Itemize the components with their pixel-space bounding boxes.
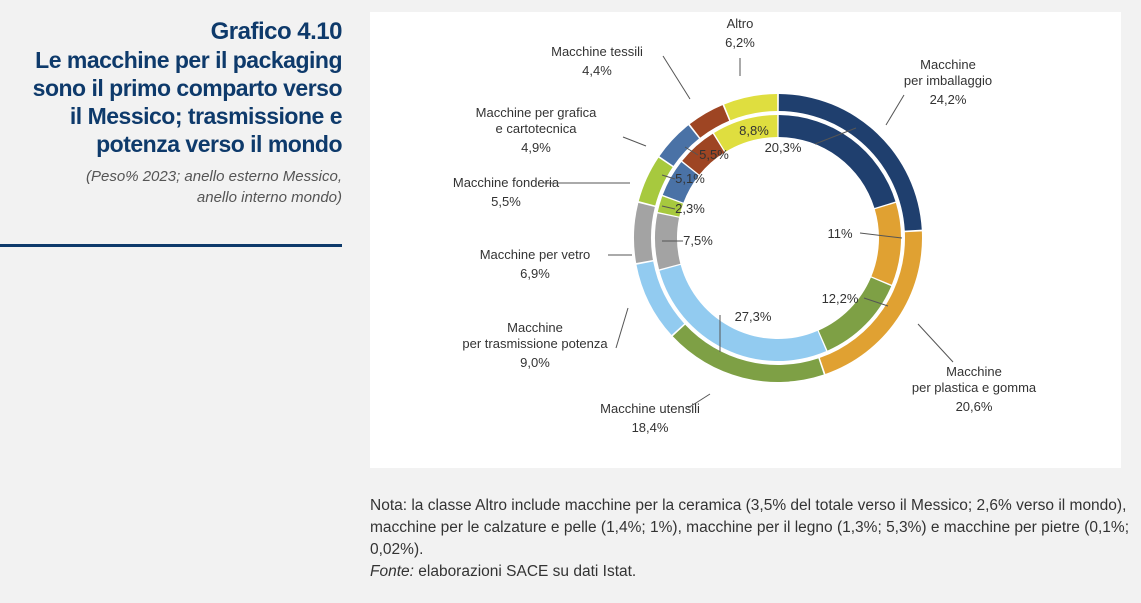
outer-value-macchine-fonderia: 5,5% [491,194,521,209]
inner-ring-slice-macchine-per-imballaggio [778,115,896,209]
outer-ring-slice-macchine-tessili [689,105,730,138]
chart-subtitle: (Peso% 2023; anello esterno Messico, ane… [0,166,342,208]
outer-value-altro: 6,2% [725,35,755,50]
inner-leader-macchine-per-grafica-e-cartotecnica [661,174,676,180]
inner-value-macchine-per-vetro: 7,5% [683,233,713,248]
chart-title-line: Le macchine per il packaging [35,47,342,73]
inner-value-macchine-per-plastica-e-gomma: 11% [827,226,852,241]
outer-value-macchine-per-plastica-e-gomma: 20,6% [956,399,993,414]
outer-ring-slice-macchine-per-vetro [634,202,655,263]
outer-value-macchine-per-vetro: 6,9% [520,266,550,281]
inner-value-macchine-per-grafica-e-cartotecnica: 5,1% [675,171,705,186]
inner-ring-slice-macchine-per-grafica-e-cartotecnica [662,161,699,203]
inner-ring-slice-macchine-per-trasmissione-potenza [659,264,827,361]
outer-label-macchine-per-imballaggio: per imballaggio [904,73,992,88]
outer-label-macchine-per-vetro: Macchine per vetro [480,247,591,262]
outer-value-macchine-per-grafica-e-cartotecnica: 4,9% [521,140,551,155]
outer-value-macchine-tessili: 4,4% [582,63,612,78]
outer-leader-macchine-tessili [662,55,691,100]
outer-label-macchine-per-grafica-e-cartotecnica: e cartotecnica [496,121,578,136]
chart-panel: Macchine per imballaggio 24,2% Macchine per … [370,12,1121,468]
outer-label-macchine-per-trasmissione-potenza: Macchine [507,320,563,335]
chart-title: Le macchine per il packaging sono il pri… [0,46,343,158]
outer-value-macchine-per-imballaggio: 24,2% [930,92,967,107]
outer-ring-slice-macchine-per-trasmissione-potenza [636,261,685,336]
outer-label-macchine-per-grafica-e-cartotecnica: Macchine per grafica [476,105,597,120]
outer-ring-slice-macchine-fonderia [638,157,673,206]
outer-ring-slice-macchine-per-imballaggio [778,94,922,231]
chart-subtitle-line: (Peso% 2023; anello esterno Messico, [86,168,342,185]
outer-label-macchine-tessili: Macchine tessili [551,44,643,59]
outer-ring-slice-macchine-per-grafica-e-cartotecnica [659,125,699,166]
outer-leader-macchine-utensili [687,393,711,409]
outer-label-macchine-per-plastica-e-gomma: per plastica e gomma [912,380,1037,395]
figure-number: Grafico 4.10 [210,18,343,45]
source-label: Fonte: [370,563,414,580]
inner-leader-macchine-per-plastica-e-gomma [859,232,903,239]
chart-note: Nota: la classe Altro include macchine p… [370,495,1130,583]
outer-label-macchine-per-trasmissione-potenza: per trasmissione potenza [462,336,608,351]
outer-leader-macchine-per-grafica-e-cartotecnica [622,136,647,147]
chart-title-line: potenza verso il mondo [96,131,342,157]
source-text: elaborazioni SACE su dati Istat. [413,563,637,580]
outer-ring-slice-altro [724,94,778,121]
inner-ring-slice-macchine-utensili [818,277,892,351]
inner-value-macchine-fonderia: 2,3% [675,201,705,216]
chart-subtitle-line: anello interno mondo) [196,189,342,206]
outer-label-macchine-fonderia: Macchine fonderia [453,175,560,190]
outer-label-macchine-per-imballaggio: Macchine [920,57,976,72]
title-divider [0,244,342,247]
inner-leader-macchine-fonderia [661,205,676,210]
outer-leader-macchine-per-plastica-e-gomma [917,323,954,363]
inner-leader-macchine-utensili [863,297,889,307]
note-text: Nota: la classe Altro include macchine p… [370,497,1130,558]
outer-label-macchine-per-plastica-e-gomma: Macchine [946,364,1002,379]
inner-value-macchine-tessili: 5,5% [699,147,729,162]
inner-leader-macchine-per-imballaggio [814,127,857,145]
outer-label-macchine-utensili: Macchine utensili [600,401,700,416]
inner-value-macchine-per-imballaggio: 20,3% [765,140,802,155]
inner-ring-slice-macchine-fonderia [657,196,683,217]
inner-value-altro: 8,8% [739,123,769,138]
title-block: Grafico 4.10 Le macchine per il packagin… [0,18,343,208]
inner-value-macchine-per-trasmissione-potenza: 27,3% [735,309,772,324]
outer-leader-macchine-per-trasmissione-potenza [615,307,629,349]
chart-title-line: il Messico; trasmissione e [69,103,343,129]
chart-title-line: sono il primo comparto verso [32,75,343,101]
outer-label-altro: Altro [727,16,754,31]
inner-ring-slice-macchine-tessili [682,133,725,175]
inner-leader-macchine-tessili [684,146,699,156]
source-line: Fonte: elaborazioni SACE su dati Istat. [370,561,1130,583]
outer-value-macchine-per-trasmissione-potenza: 9,0% [520,355,550,370]
inner-ring-slice-altro [714,115,778,152]
inner-value-macchine-utensili: 12,2% [822,291,859,306]
inner-ring-slice-macchine-per-plastica-e-gomma [871,202,902,285]
outer-value-macchine-utensili: 18,4% [632,420,669,435]
outer-ring-slice-macchine-per-plastica-e-gomma [819,231,923,374]
outer-ring-slice-macchine-utensili [672,324,824,383]
outer-leader-macchine-per-imballaggio [885,94,905,126]
